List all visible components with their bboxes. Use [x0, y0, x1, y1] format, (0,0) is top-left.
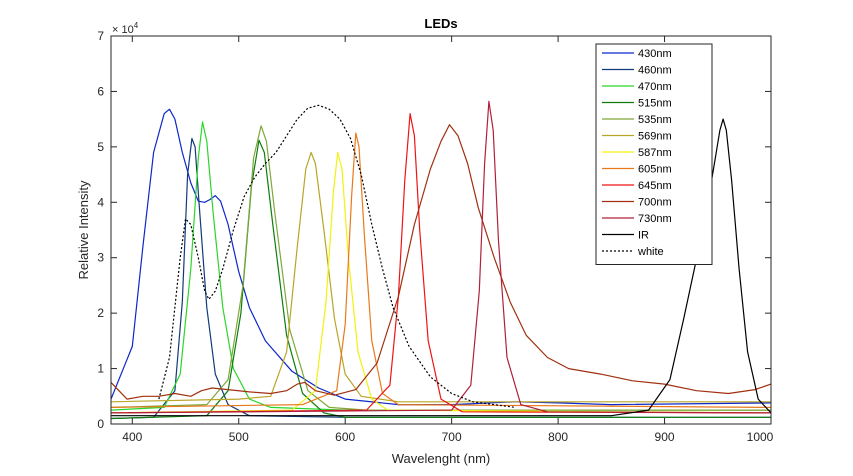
- x-tick-label: 400: [122, 430, 142, 444]
- legend-label-white: white: [637, 246, 664, 258]
- y-exponent-power: 4: [134, 21, 139, 30]
- legend-label-460nm: 460nm: [638, 65, 672, 77]
- series-line-IR: [111, 118, 772, 417]
- y-tick-label: 7: [97, 29, 104, 43]
- legend: 430nm 460nm 470nm 515nm 535nm 569nm 587nm 605nm…: [595, 43, 713, 265]
- x-axis-label: Wavelenght (nm): [392, 451, 491, 466]
- series-line-535nm: [110, 125, 771, 411]
- y-tick-label: 5: [97, 140, 104, 154]
- x-tick-label: 500: [229, 430, 249, 444]
- legend-label-535nm: 535nm: [638, 114, 672, 126]
- series-line-515nm: [110, 139, 771, 420]
- y-tick-label: 0: [97, 417, 104, 431]
- x-tick-label: 1000: [747, 430, 774, 444]
- series-line-460nm: [110, 137, 771, 420]
- chart-title: LEDs: [424, 16, 457, 31]
- series-line-white: [158, 104, 516, 408]
- axes-box: [110, 35, 772, 425]
- legend-box: [595, 43, 713, 265]
- y-tick-label: 6: [97, 84, 104, 98]
- legend-label-700nm: 700nm: [638, 197, 672, 209]
- y-tick-label: 3: [97, 251, 104, 265]
- x-tick-label: 700: [442, 430, 462, 444]
- series-line-605nm: [110, 132, 772, 408]
- y-tick-label: 2: [97, 306, 104, 320]
- legend-label-515nm: 515nm: [638, 98, 672, 110]
- legend-label-730nm: 730nm: [638, 213, 672, 225]
- series-line-700nm: [110, 124, 772, 400]
- legend-label-605nm: 605nm: [638, 164, 672, 176]
- x-tick-label: 800: [548, 430, 568, 444]
- y-tick-label: 4: [97, 195, 104, 209]
- series-layer: [110, 100, 772, 420]
- series-line-730nm: [110, 100, 772, 414]
- legend-label-645nm: 645nm: [638, 180, 672, 192]
- legend-label-470nm: 470nm: [638, 81, 672, 93]
- series-line-645nm: [110, 113, 772, 414]
- y-exponent-base: × 10: [112, 24, 134, 36]
- legend-label-IR: IR: [638, 230, 649, 242]
- legend-label-569nm: 569nm: [638, 131, 672, 143]
- y-exponent-label: × 104: [112, 21, 139, 36]
- axes-layer: 400 500 600 700 800 900 1000 0 1 2 3 4 5 6 7: [97, 29, 773, 444]
- legend-label-587nm: 587nm: [638, 147, 672, 159]
- legend-label-430nm: 430nm: [638, 48, 672, 60]
- y-axis-label: Relative Intensity: [76, 180, 91, 279]
- x-tick-label: 600: [335, 430, 355, 444]
- y-tick-label: 1: [97, 362, 104, 376]
- series-line-569nm: [110, 151, 771, 403]
- x-tick-label: 900: [655, 430, 675, 444]
